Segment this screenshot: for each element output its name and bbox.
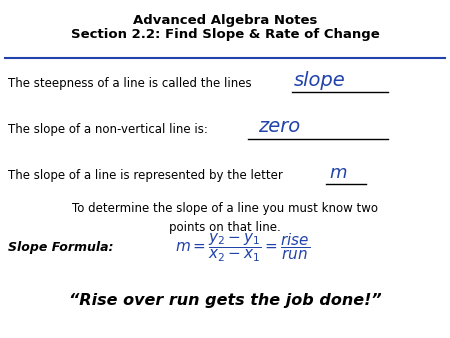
Text: Slope Formula:: Slope Formula: — [8, 241, 113, 255]
Text: To determine the slope of a line you must know two
points on that line.: To determine the slope of a line you mus… — [72, 202, 378, 234]
Text: Section 2.2: Find Slope & Rate of Change: Section 2.2: Find Slope & Rate of Change — [71, 28, 379, 41]
Text: $m = \dfrac{y_2 - y_1}{x_2 - x_1} = \dfrac{rise}{run}$: $m = \dfrac{y_2 - y_1}{x_2 - x_1} = \dfr… — [175, 232, 310, 264]
Text: The slope of a line is represented by the letter: The slope of a line is represented by th… — [8, 169, 287, 182]
Text: Advanced Algebra Notes: Advanced Algebra Notes — [133, 14, 317, 27]
Text: m: m — [329, 164, 346, 182]
Text: slope: slope — [294, 71, 346, 90]
Text: The slope of a non-vertical line is:: The slope of a non-vertical line is: — [8, 123, 216, 137]
Text: “Rise over run gets the job done!”: “Rise over run gets the job done!” — [69, 292, 381, 308]
Text: The steepness of a line is called the lines: The steepness of a line is called the li… — [8, 76, 256, 90]
Text: zero: zero — [258, 118, 300, 137]
